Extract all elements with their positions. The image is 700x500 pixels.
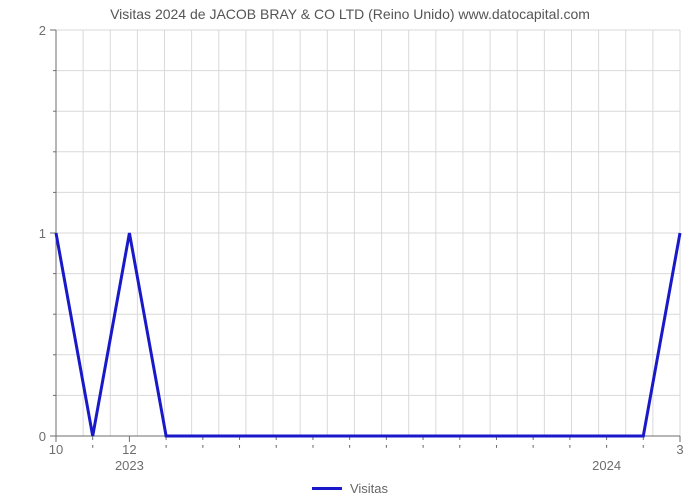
svg-text:': ' [569, 442, 571, 457]
svg-text:': ' [422, 442, 424, 457]
svg-text:': ' [238, 442, 240, 457]
svg-text:': ' [459, 442, 461, 457]
svg-text:': ' [348, 442, 350, 457]
svg-text:': ' [202, 442, 204, 457]
svg-text:2: 2 [39, 23, 46, 38]
chart-legend: Visitas [312, 481, 388, 496]
svg-text:': ' [165, 442, 167, 457]
chart-plot-svg: 01210123'''''''''''''''20232024 [0, 0, 700, 500]
svg-text:': ' [385, 442, 387, 457]
svg-text:3: 3 [676, 442, 683, 457]
svg-text:': ' [532, 442, 534, 457]
svg-text:10: 10 [49, 442, 63, 457]
svg-text:2023: 2023 [115, 458, 144, 473]
legend-swatch [312, 487, 342, 490]
svg-text:': ' [275, 442, 277, 457]
svg-text:1: 1 [39, 226, 46, 241]
svg-text:': ' [495, 442, 497, 457]
svg-text:0: 0 [39, 429, 46, 444]
visits-line-chart: Visitas 2024 de JACOB BRAY & CO LTD (Rei… [0, 0, 700, 500]
svg-text:12: 12 [122, 442, 136, 457]
svg-text:': ' [91, 442, 93, 457]
svg-text:': ' [605, 442, 607, 457]
legend-label: Visitas [350, 481, 388, 496]
svg-text:': ' [312, 442, 314, 457]
svg-text:2024: 2024 [592, 458, 621, 473]
svg-text:': ' [642, 442, 644, 457]
